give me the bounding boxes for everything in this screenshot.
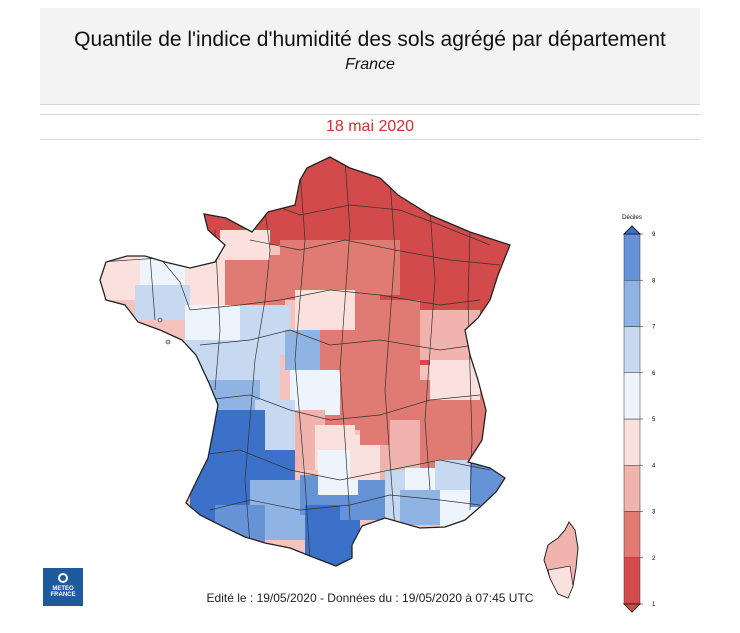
legend-ticks: 1 2 3 4 5 6 7 8 9 bbox=[640, 232, 656, 608]
island bbox=[157, 317, 163, 323]
legend-band bbox=[623, 418, 641, 466]
france-outline bbox=[99, 156, 511, 567]
legend-tick-label: 1 bbox=[652, 602, 656, 608]
map-subtitle: France bbox=[345, 56, 395, 73]
legend-tick-label: 6 bbox=[652, 371, 656, 377]
department-boundaries bbox=[100, 159, 501, 561]
meteo-france-logo: METEO FRANCE bbox=[43, 568, 83, 606]
legend-arrow-top bbox=[622, 225, 642, 235]
legend-band bbox=[623, 233, 641, 281]
legend: Déciles 1 2 3 4 5 6 7 8 9 bbox=[622, 215, 656, 613]
legend-title: Déciles bbox=[622, 215, 642, 221]
legend-bands bbox=[622, 225, 642, 613]
legend-band bbox=[623, 326, 641, 373]
legend-tick-label: 8 bbox=[652, 278, 656, 284]
legend-tick-label: 7 bbox=[652, 325, 656, 331]
legend-tick-label: 5 bbox=[652, 417, 656, 423]
title-panel: Quantile de l'indice d'humidité des sols… bbox=[40, 8, 700, 105]
map-title: Quantile de l'indice d'humidité des sols… bbox=[74, 28, 666, 51]
department-fills bbox=[100, 157, 510, 566]
date-label: 18 mai 2020 bbox=[325, 118, 415, 135]
france-map bbox=[99, 156, 579, 599]
logo-line2: FRANCE bbox=[50, 592, 76, 598]
legend-tick-label: 2 bbox=[652, 556, 656, 562]
legend-tick-label: 4 bbox=[652, 463, 656, 469]
logo-icon bbox=[58, 573, 68, 583]
date-panel: 18 mai 2020 bbox=[40, 114, 700, 140]
corsica-south bbox=[547, 565, 574, 599]
footer-text: Edité le : 19/05/2020 - Données du : 19/… bbox=[206, 591, 534, 605]
legend-band bbox=[623, 511, 641, 558]
legend-arrow-bottom bbox=[622, 603, 642, 613]
island bbox=[165, 339, 171, 345]
legend-band bbox=[623, 280, 641, 327]
legend-band bbox=[623, 465, 641, 512]
legend-tick-label: 9 bbox=[652, 232, 656, 238]
logo-line1: METEO bbox=[52, 586, 74, 592]
legend-band bbox=[623, 372, 641, 420]
legend-tick-label: 3 bbox=[652, 510, 656, 516]
